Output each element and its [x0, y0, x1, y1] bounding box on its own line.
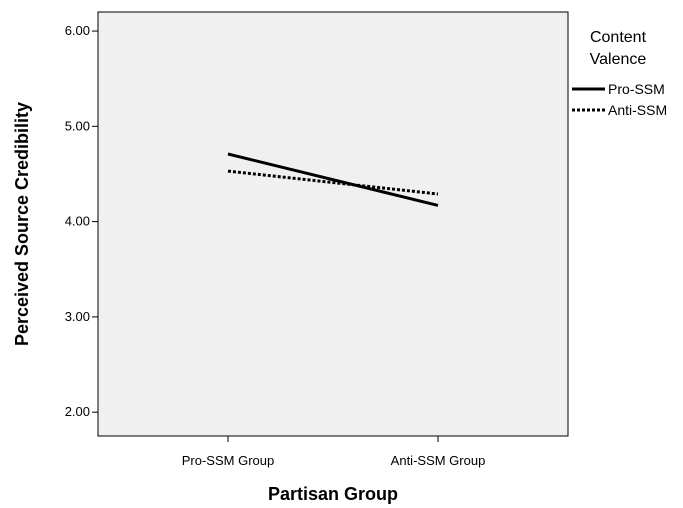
y-tick-label: 5.00 — [65, 118, 90, 133]
y-tick-label: 2.00 — [65, 404, 90, 419]
legend-items: Pro-SSM Anti-SSM — [572, 81, 667, 118]
y-tick-label: 3.00 — [65, 309, 90, 324]
legend-label-anti-ssm: Anti-SSM — [608, 102, 667, 118]
series-line-pro-ssm — [227, 152, 439, 207]
series-line-anti-ssm — [227, 169, 439, 196]
y-tick-label: 6.00 — [65, 23, 90, 38]
legend: Content Valence Pro-SSM Anti-SSM — [572, 29, 667, 118]
x-tick-label: Anti-SSM Group — [391, 453, 486, 468]
legend-title-line-1: Content — [590, 29, 647, 46]
x-tick-label: Pro-SSM Group — [182, 453, 274, 468]
y-axis-title: Perceived Source Credibility — [12, 102, 32, 346]
series-lines — [227, 152, 439, 207]
x-axis-ticks: Pro-SSM Group Anti-SSM Group — [182, 436, 486, 468]
legend-label-pro-ssm: Pro-SSM — [608, 81, 665, 97]
y-tick-label: 4.00 — [65, 214, 90, 229]
plot-area — [97, 11, 569, 437]
x-axis-title: Partisan Group — [268, 484, 398, 504]
y-axis-ticks: 2.00 3.00 4.00 5.00 6.00 — [65, 23, 98, 419]
legend-title-line-2: Valence — [590, 51, 647, 68]
